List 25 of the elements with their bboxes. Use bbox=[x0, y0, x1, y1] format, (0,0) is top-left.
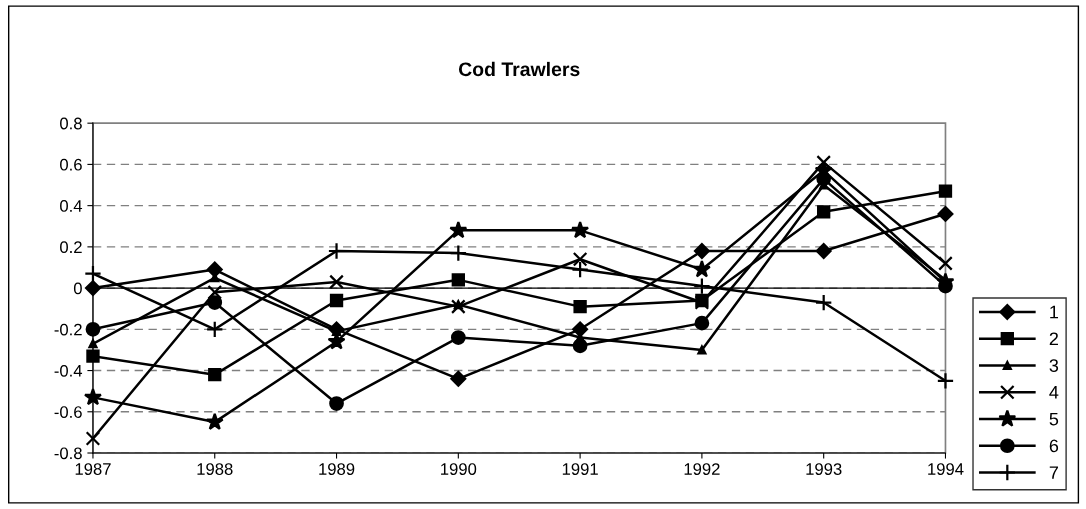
x-tick-label: 1989 bbox=[319, 463, 355, 475]
x-tick-label: 1990 bbox=[441, 463, 477, 475]
y-tick-label: 0.6 bbox=[60, 158, 82, 171]
x-tick-label: 1992 bbox=[684, 463, 720, 475]
legend-label: 3 bbox=[1049, 359, 1059, 372]
x-tick-label: 1991 bbox=[562, 463, 598, 475]
y-tick-label: 0.8 bbox=[60, 117, 82, 130]
legend-label: 1 bbox=[1050, 305, 1059, 319]
y-tick-label: -0.8 bbox=[54, 447, 82, 460]
chart-title: Cod Trawlers bbox=[458, 61, 580, 77]
y-tick-label: 0.2 bbox=[60, 241, 82, 254]
x-tick-label: 1993 bbox=[806, 463, 842, 475]
legend-label: 7 bbox=[1049, 466, 1058, 479]
y-tick-label: -0.6 bbox=[54, 406, 82, 418]
legend-label: 2 bbox=[1049, 332, 1058, 346]
legend-label: 6 bbox=[1049, 439, 1059, 453]
legend-label: 5 bbox=[1049, 412, 1059, 426]
y-tick-label: -0.2 bbox=[54, 323, 82, 336]
x-tick-label: 1987 bbox=[75, 463, 111, 475]
x-tick-label: 1994 bbox=[928, 463, 964, 475]
y-tick-label: 0 bbox=[73, 282, 82, 295]
y-tick-label: -0.4 bbox=[54, 364, 83, 377]
legend-label: 4 bbox=[1049, 386, 1059, 399]
x-tick-label: 1988 bbox=[197, 463, 233, 475]
y-tick-label: 0.4 bbox=[60, 200, 83, 212]
